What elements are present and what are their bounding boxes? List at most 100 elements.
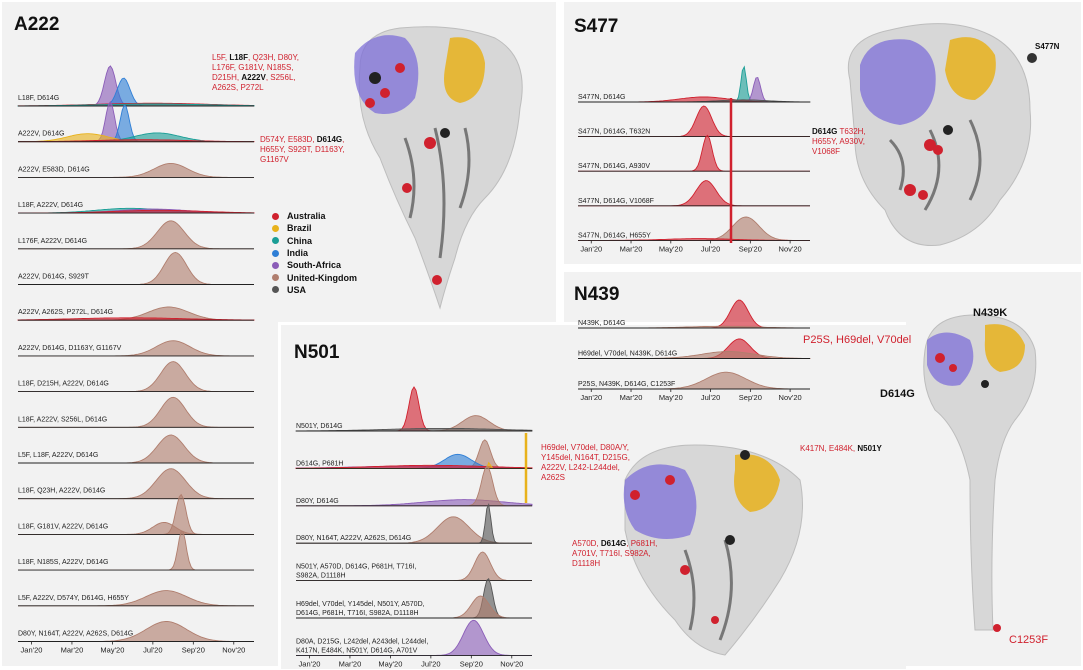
ridge-row-label: L5F, L18F, A222V, D614G [18, 452, 98, 459]
ridge-row-label: S477N, D614G, H655Y [578, 232, 651, 239]
ridge-row-label: L18F, N185S, A222V, D614G [18, 559, 108, 566]
x-tick-label: Jan'20 [580, 244, 602, 253]
ridge-row: D80A, D215G, L242del, A243del, L244del, K… [296, 619, 532, 656]
legend-label: Australia [287, 211, 326, 222]
x-tick-label: May'20 [659, 244, 683, 253]
x-tick-label: May'20 [100, 646, 124, 655]
ridge-row-label: L18F, Q23H, A222V, D614G [18, 488, 105, 495]
ann-n439k: N439K [973, 307, 1008, 319]
ridge-row-label: A222V, A262S, P272L, D614G [18, 309, 113, 316]
ridge-row-label: N501Y, D614G [296, 423, 343, 430]
x-axis: Jan'20 Mar'20 May'20 Jul'20 Sep'20 Nov'20 [580, 240, 802, 253]
legend-item: China [272, 235, 357, 247]
ann-s477-mutations: D614G T632H, H655Y, A930V, V1068F [812, 127, 866, 156]
ridge-row: S477N, D614G, V1068F [578, 180, 810, 207]
ridge-row-label: S477N, D614G, V1068F [578, 198, 654, 205]
density-curve [295, 464, 533, 469]
ann-n501-rbd: K417N, E484K, N501Y [800, 444, 882, 453]
ridge-row: L5F, A222V, D574Y, D614G, H655Y [18, 590, 254, 607]
ridge-row: H69del, V70del, N439K, D614G [578, 338, 811, 359]
structure-a222 [354, 26, 523, 310]
ridge-row: A222V, E583D, D614G [18, 162, 254, 178]
ridge-row-label: A222V, E583D, D614G [18, 166, 90, 173]
ridge-row: H69del, V70del, Y145del, N501Y, A570D, D6… [296, 577, 532, 619]
x-tick-label: Jan'20 [580, 393, 602, 402]
ridge-row: D80Y, N164T, A222V, A262S, D614G [18, 621, 254, 642]
legend-swatch [272, 261, 279, 269]
ridge-row-label: L18F, D614G [18, 95, 59, 102]
x-tick-label: May'20 [378, 659, 402, 668]
x-axis: Jan'20 Mar'20 May'20 Jul'20 Sep'20 Nov'20 [299, 655, 523, 668]
ridge-row: L18F, D215H, A222V, D614G [18, 361, 254, 393]
title-a222: A222 [14, 14, 60, 35]
x-axis: Jan'20 Mar'20 May'20 Jul'20 Sep'20 Nov'20 [21, 641, 245, 655]
ridge-row: A222V, D614G [17, 100, 255, 143]
ridge-row: N501Y, D614G [295, 386, 533, 432]
x-axis: Jan'20 Mar'20 May'20 Jul'20 Sep'20 Nov'20 [580, 389, 802, 402]
structure-s477 [847, 23, 1037, 247]
legend-label: India [287, 248, 309, 259]
ridge-row-label: A222V, D614G, D1163Y, G1167V [18, 345, 122, 352]
legend-swatch [272, 212, 279, 220]
ridge-row: A222V, A262S, P272L, D614G [17, 306, 255, 321]
ridge-row: P25S, N439K, D614G, C1253F [578, 371, 810, 390]
legend-swatch [272, 237, 279, 245]
ridge-plot-a222: L18F, D614G A222V, D614G A222V, E583D, D61… [17, 65, 255, 655]
x-tick-label: Jul'20 [143, 646, 162, 655]
legend-label: South-Africa [287, 260, 341, 271]
ridge-row-label: L176F, A222V, D614G [18, 238, 87, 245]
ridge-row-label: H69del, V70del, Y145del, N501Y, A570D, [296, 601, 425, 608]
x-tick-label: Nov'20 [779, 244, 802, 253]
legend-swatch [272, 224, 279, 232]
ann-n439-ntd: P25S, H69del, V70del [803, 334, 912, 346]
legend-label: Brazil [287, 223, 312, 234]
ridge-plot-n501: N501Y, D614G D614G, P681H D80Y, D614G D80Y,… [295, 386, 533, 668]
legend-label: China [287, 235, 313, 246]
ridge-row: A222V, D614G, S929T [18, 252, 254, 285]
x-tick-label: Jul'20 [421, 659, 440, 668]
x-tick-label: Jan'20 [299, 659, 321, 668]
ridge-plot-n439: N439K, D614G H69del, V70del, N439K, D614G… [578, 299, 811, 402]
ridge-row-label: L18F, D215H, A222V, D614G [18, 381, 109, 388]
ridge-row-label: H69del, V70del, N439K, D614G [578, 351, 677, 358]
ridge-plot-s477: S477N, D614G S477N, D614G, T632N S477N, D6… [578, 65, 811, 253]
ridge-row-label: P25S, N439K, D614G, C1253F [578, 381, 675, 388]
ann-n501-s2: A570D, D614G, P681H, A701V, T716I, S982A… [572, 539, 658, 568]
ridge-row-label: N439K, D614G [578, 320, 625, 327]
ridge-row-label: S477N, D614G, A930V [578, 163, 650, 170]
ann-s477n: S477N [1035, 42, 1060, 51]
ridge-row-label: L18F, A222V, S256L, D614G [18, 416, 107, 423]
density-curve [17, 317, 255, 321]
x-tick-label: Jul'20 [701, 244, 720, 253]
ridge-row-label: K417N, E484K, N501Y, D614G, A701V [296, 647, 418, 654]
ridge-row: L176F, A222V, D614G [18, 220, 254, 250]
ridge-row: L18F, D614G [17, 65, 255, 107]
ridge-row: S477N, D614G [578, 65, 811, 103]
ridge-row: S477N, D614G, A930V [578, 134, 810, 172]
ridge-row-label: D80Y, N164T, A222V, A262S, D614G [18, 631, 133, 638]
legend-item: USA [272, 284, 357, 296]
structure-n439 [923, 314, 1037, 632]
ridge-row: N439K, D614G [578, 299, 811, 329]
ridge-row: N501Y, A570D, D614G, P681H, T716I, S982A,… [296, 551, 532, 582]
x-tick-label: Jul'20 [701, 393, 720, 402]
x-tick-label: Nov'20 [500, 659, 523, 668]
ridge-row-label: S982A, D1118H [296, 573, 346, 580]
structure-n501 [623, 444, 803, 656]
ridge-row: D80Y, D614G [296, 465, 533, 507]
title-n439: N439 [574, 284, 620, 305]
legend-item: Brazil [272, 222, 357, 234]
ann-n439-d614g: D614G [880, 388, 915, 400]
ridge-row-label: S477N, D614G, T632N [578, 129, 650, 136]
legend-swatch [272, 286, 279, 294]
legend-label: United-Kingdom [287, 272, 357, 283]
ridge-row: L18F, A222V, S256L, D614G [18, 396, 254, 428]
x-tick-label: Sep'20 [739, 393, 762, 402]
legend-item: United-Kingdom [272, 271, 357, 283]
title-s477: S477 [574, 16, 619, 37]
legend-swatch [272, 249, 279, 257]
ridge-row: L5F, L18F, A222V, D614G [18, 434, 254, 464]
legend-item: South-Africa [272, 259, 357, 271]
country-legend: Australia Brazil China India South-Africa Uni… [272, 210, 357, 296]
ridge-row: A222V, D614G, D1163Y, G1167V [18, 340, 254, 357]
